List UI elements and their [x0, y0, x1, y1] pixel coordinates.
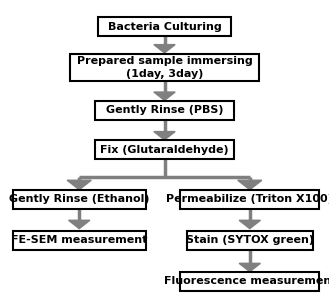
- Polygon shape: [239, 263, 261, 272]
- Polygon shape: [154, 92, 175, 100]
- Text: Stain (SYTOX green): Stain (SYTOX green): [186, 235, 314, 245]
- Polygon shape: [239, 220, 261, 229]
- Polygon shape: [238, 180, 262, 190]
- FancyBboxPatch shape: [70, 54, 259, 81]
- Polygon shape: [68, 220, 90, 229]
- Text: Fix (Glutaraldehyde): Fix (Glutaraldehyde): [100, 145, 229, 155]
- Text: Bacteria Culturing: Bacteria Culturing: [108, 22, 221, 32]
- FancyBboxPatch shape: [180, 190, 319, 209]
- FancyBboxPatch shape: [98, 17, 231, 36]
- Text: Gently Rinse (Ethanol): Gently Rinse (Ethanol): [9, 194, 149, 204]
- FancyBboxPatch shape: [13, 190, 145, 209]
- FancyBboxPatch shape: [13, 231, 145, 250]
- Text: Fluorescence measurement: Fluorescence measurement: [164, 276, 329, 286]
- FancyBboxPatch shape: [95, 101, 234, 120]
- FancyBboxPatch shape: [180, 272, 319, 291]
- Text: Gently Rinse (PBS): Gently Rinse (PBS): [106, 105, 223, 115]
- FancyBboxPatch shape: [95, 140, 234, 159]
- Polygon shape: [154, 131, 175, 140]
- Text: Permeabilize (Triton X100): Permeabilize (Triton X100): [166, 194, 329, 204]
- FancyBboxPatch shape: [187, 231, 313, 250]
- Polygon shape: [67, 180, 91, 190]
- Text: Prepared sample immersing
(1day, 3day): Prepared sample immersing (1day, 3day): [77, 56, 252, 79]
- Text: FE-SEM measurement: FE-SEM measurement: [11, 235, 147, 245]
- Polygon shape: [154, 45, 175, 53]
